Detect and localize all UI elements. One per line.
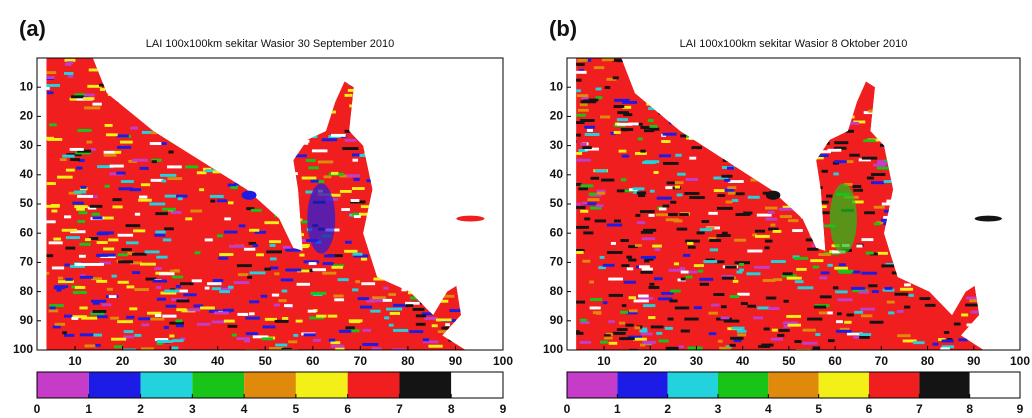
colorbar-segment bbox=[88, 372, 141, 398]
colorbar-tick-label: 9 bbox=[1017, 402, 1024, 416]
islet bbox=[974, 215, 1002, 222]
colorbar-frame bbox=[36, 371, 504, 399]
colorbar-tick-label: 6 bbox=[344, 402, 351, 416]
y-tick-label: 30 bbox=[20, 138, 34, 152]
chart-title: LAI 100x100km sekitar Wasior 30 Septembe… bbox=[146, 38, 394, 50]
colorbar-tick-label: 3 bbox=[189, 402, 196, 416]
colorbar-tick-label: 8 bbox=[448, 402, 455, 416]
colorbar-tick-label: 0 bbox=[34, 402, 41, 416]
colorbar-tick-label: 9 bbox=[500, 402, 507, 416]
y-tick-label: 80 bbox=[550, 284, 564, 298]
x-tick-label: 50 bbox=[259, 354, 273, 368]
y-tick-label: 60 bbox=[550, 225, 564, 239]
colorbar-tick-label: 8 bbox=[966, 402, 973, 416]
colorbar-segment bbox=[919, 372, 970, 398]
colorbar-segment bbox=[244, 372, 296, 398]
colorbar-segment bbox=[399, 372, 452, 398]
lake-patch bbox=[307, 183, 336, 254]
lake-patch bbox=[829, 183, 857, 254]
colorbar-tick-label: 6 bbox=[866, 402, 873, 416]
y-tick-label: 100 bbox=[13, 342, 33, 356]
colorbar-tick-label: 3 bbox=[715, 402, 722, 416]
colorbar-segment bbox=[818, 372, 869, 398]
y-tick-label: 50 bbox=[550, 196, 564, 210]
colorbar-tick-label: 2 bbox=[664, 402, 671, 416]
colorbar-tick-label: 1 bbox=[614, 402, 621, 416]
x-tick-label: 40 bbox=[736, 354, 750, 368]
colorbar-tick-label: 1 bbox=[85, 402, 92, 416]
x-tick-label: 80 bbox=[921, 354, 935, 368]
x-tick-label: 50 bbox=[782, 354, 796, 368]
colorbar-segment bbox=[451, 372, 503, 398]
y-tick-label: 90 bbox=[550, 313, 564, 327]
colorbar-frame bbox=[566, 371, 1021, 399]
x-tick-label: 30 bbox=[690, 354, 704, 368]
y-tick-label: 100 bbox=[543, 342, 563, 356]
x-tick-label: 10 bbox=[597, 354, 611, 368]
y-tick-label: 40 bbox=[20, 167, 34, 181]
colorbar-tick-label: 2 bbox=[137, 402, 144, 416]
colorbar-tick-label: 7 bbox=[916, 402, 923, 416]
colorbar-segment bbox=[192, 372, 245, 398]
colorbar-segment bbox=[718, 372, 769, 398]
colorbar-segment bbox=[140, 372, 193, 398]
x-tick-label: 60 bbox=[306, 354, 320, 368]
x-tick-label: 70 bbox=[875, 354, 889, 368]
y-tick-label: 80 bbox=[20, 284, 34, 298]
colorbar-segment bbox=[295, 372, 348, 398]
x-tick-label: 30 bbox=[163, 354, 177, 368]
islet bbox=[241, 190, 257, 200]
islet bbox=[765, 190, 781, 200]
y-tick-label: 70 bbox=[550, 255, 564, 269]
panel-label: (a) bbox=[19, 16, 46, 41]
x-tick-label: 90 bbox=[449, 354, 463, 368]
x-tick-label: 60 bbox=[828, 354, 842, 368]
islet bbox=[456, 215, 485, 222]
panel-label: (b) bbox=[549, 16, 577, 41]
colorbar-segment bbox=[667, 372, 718, 398]
chart-title: LAI 100x100km sekitar Wasior 8 Oktober 2… bbox=[680, 38, 908, 50]
y-tick-label: 10 bbox=[20, 79, 34, 93]
y-tick-label: 90 bbox=[20, 313, 34, 327]
y-tick-label: 20 bbox=[550, 109, 564, 123]
x-tick-label: 100 bbox=[493, 354, 513, 368]
colorbar-segment bbox=[567, 372, 618, 398]
x-tick-label: 40 bbox=[211, 354, 225, 368]
land-fill bbox=[576, 58, 984, 351]
map-image bbox=[37, 58, 503, 351]
colorbar-tick-label: 7 bbox=[396, 402, 403, 416]
x-tick-label: 100 bbox=[1010, 354, 1030, 368]
colorbar-tick-label: 0 bbox=[564, 402, 571, 416]
colorbar-tick-label: 5 bbox=[815, 402, 822, 416]
colorbar-segment bbox=[347, 372, 400, 398]
y-tick-label: 60 bbox=[20, 225, 34, 239]
x-tick-label: 90 bbox=[967, 354, 981, 368]
y-tick-label: 70 bbox=[20, 255, 34, 269]
x-tick-label: 80 bbox=[401, 354, 415, 368]
colorbar-segment bbox=[768, 372, 819, 398]
x-tick-label: 20 bbox=[116, 354, 130, 368]
colorbar-segment bbox=[37, 372, 89, 398]
x-tick-label: 10 bbox=[68, 354, 82, 368]
colorbar-segment bbox=[617, 372, 668, 398]
y-tick-label: 50 bbox=[20, 196, 34, 210]
y-tick-label: 40 bbox=[550, 167, 564, 181]
colorbar-segment bbox=[869, 372, 920, 398]
colorbar-tick-label: 4 bbox=[765, 402, 772, 416]
x-tick-label: 70 bbox=[354, 354, 368, 368]
y-tick-label: 30 bbox=[550, 138, 564, 152]
colorbar-segment bbox=[969, 372, 1020, 398]
y-tick-label: 10 bbox=[550, 79, 564, 93]
colorbar-tick-label: 4 bbox=[241, 402, 248, 416]
map-image bbox=[567, 58, 1020, 351]
x-tick-label: 20 bbox=[644, 354, 658, 368]
y-tick-label: 20 bbox=[20, 109, 34, 123]
colorbar-tick-label: 5 bbox=[293, 402, 300, 416]
